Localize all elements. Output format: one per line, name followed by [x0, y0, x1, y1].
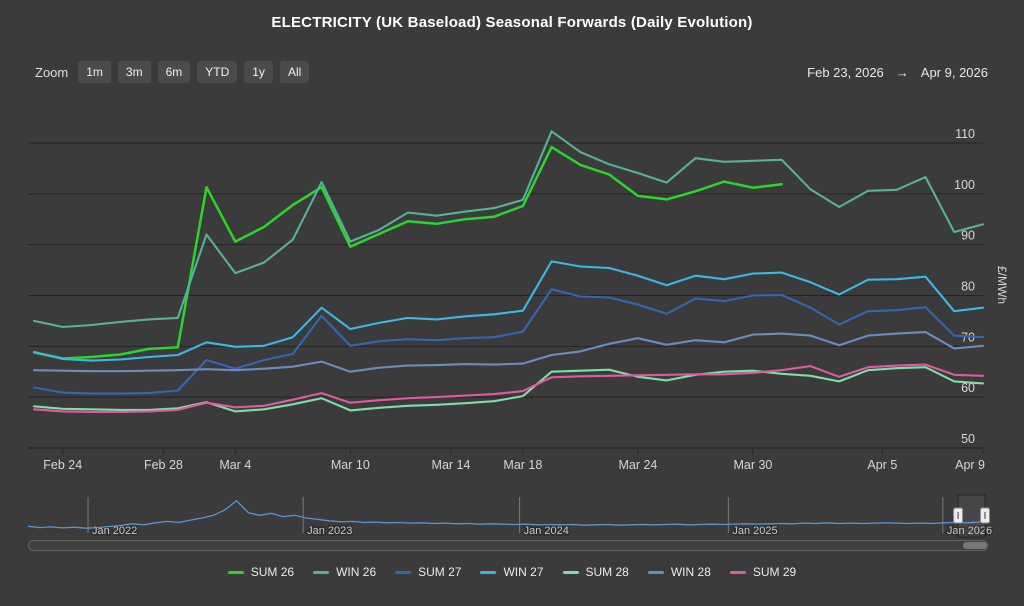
legend-swatch-sum-26	[227, 570, 244, 574]
navigator-label-jan-2023: Jan 2023	[307, 525, 352, 537]
series-line-win-26[interactable]	[32, 130, 985, 329]
series-line-win-27[interactable]	[32, 260, 985, 362]
x-tick-label-mar-14: Mar 14	[432, 458, 471, 472]
legend-swatch-win-28	[647, 570, 664, 574]
navigator-label-jan-2025: Jan 2025	[732, 525, 777, 537]
x-tick-label-mar-10: Mar 10	[331, 458, 370, 472]
legend-item-win-27[interactable]: WIN 27	[480, 565, 544, 579]
legend-swatch-win-26	[313, 570, 330, 574]
series-line-sum-28[interactable]	[32, 366, 985, 413]
zoom-label: Zoom	[35, 64, 69, 80]
series-line-win-28[interactable]	[32, 331, 985, 373]
x-tick-label-mar-30: Mar 30	[733, 458, 772, 472]
x-tick-label-mar-4: Mar 4	[219, 458, 251, 472]
legend-item-sum-28[interactable]: SUM 28	[562, 565, 629, 579]
zoom-button-all[interactable]: All	[279, 61, 310, 83]
range-arrow-icon: →	[895, 64, 909, 80]
legend-label: SUM 29	[752, 565, 797, 579]
x-tick-label-mar-24: Mar 24	[618, 458, 657, 472]
legend-swatch-sum-29	[729, 570, 746, 574]
legend-item-sum-29[interactable]: SUM 29	[729, 565, 797, 579]
y-axis-title: £/MWh	[995, 266, 1009, 304]
y-tick-label-60: 60	[961, 381, 975, 395]
scrollbar-track[interactable]	[28, 540, 988, 551]
legend-swatch-sum-27	[395, 570, 412, 574]
series-line-sum-27[interactable]	[32, 288, 985, 395]
navigator-label-jan-2024: Jan 2024	[524, 525, 569, 537]
x-tick-label-apr-9: Apr 9	[955, 458, 985, 472]
date-range: Feb 23, 2026 → Apr 9, 2026	[807, 65, 988, 80]
x-tick-label-apr-5: Apr 5	[867, 458, 897, 472]
legend-item-win-28[interactable]: WIN 28	[647, 565, 711, 579]
navigator-label-jan-2022: Jan 2022	[92, 525, 137, 537]
y-tick-label-90: 90	[961, 229, 975, 243]
zoom-buttons-container: 1m 3m 6m YTD 1y All	[78, 61, 316, 83]
range-to: Apr 9, 2026	[920, 64, 988, 80]
x-tick-label-feb-28: Feb 28	[144, 458, 183, 472]
zoom-button-3m[interactable]: 3m	[117, 61, 151, 83]
legend: SUM 26 WIN 26 SUM 27 WIN 27 SUM 28 WIN 28 SUM …	[0, 565, 1024, 579]
legend-label: WIN 28	[670, 565, 711, 579]
legend-label: SUM 28	[585, 565, 629, 579]
legend-item-win-26[interactable]: WIN 26	[313, 565, 376, 579]
legend-label: SUM 27	[418, 565, 462, 579]
series-line-sum-29[interactable]	[32, 363, 985, 413]
legend-swatch-win-27	[480, 570, 497, 574]
y-tick-label-50: 50	[961, 432, 975, 446]
legend-item-sum-27[interactable]: SUM 27	[395, 565, 461, 579]
x-tick-label-mar-18: Mar 18	[503, 458, 542, 472]
legend-label: WIN 27	[503, 565, 544, 579]
series-line-sum-26[interactable]	[32, 145, 783, 360]
y-tick-label-80: 80	[961, 279, 975, 293]
toolbar: Zoom 1m 3m 6m YTD 1y All Feb 23, 2026 → Apr 9…	[35, 61, 988, 83]
zoom-button-1m[interactable]: 1m	[78, 61, 111, 83]
y-tick-label-110: 110	[955, 127, 975, 141]
x-tick-label-feb-24: Feb 24	[43, 458, 82, 472]
zoom-button-1y[interactable]: 1y	[244, 61, 273, 83]
zoom-button-ytd[interactable]: YTD	[197, 61, 238, 83]
legend-label: SUM 26	[250, 565, 295, 579]
zoom-button-group: Zoom 1m 3m 6m YTD 1y All	[35, 61, 316, 83]
navigator-series-line	[27, 499, 991, 529]
range-from: Feb 23, 2026	[807, 64, 884, 80]
chart-title: ELECTRICITY (UK Baseload) Seasonal Forwa…	[271, 14, 753, 31]
scrollbar-thumb[interactable]	[963, 542, 987, 549]
legend-swatch-sum-28	[562, 570, 579, 574]
zoom-button-6m[interactable]: 6m	[157, 61, 191, 83]
legend-item-sum-26[interactable]: SUM 26	[227, 565, 295, 579]
y-tick-label-100: 100	[954, 178, 975, 192]
legend-label: WIN 26	[336, 565, 377, 579]
